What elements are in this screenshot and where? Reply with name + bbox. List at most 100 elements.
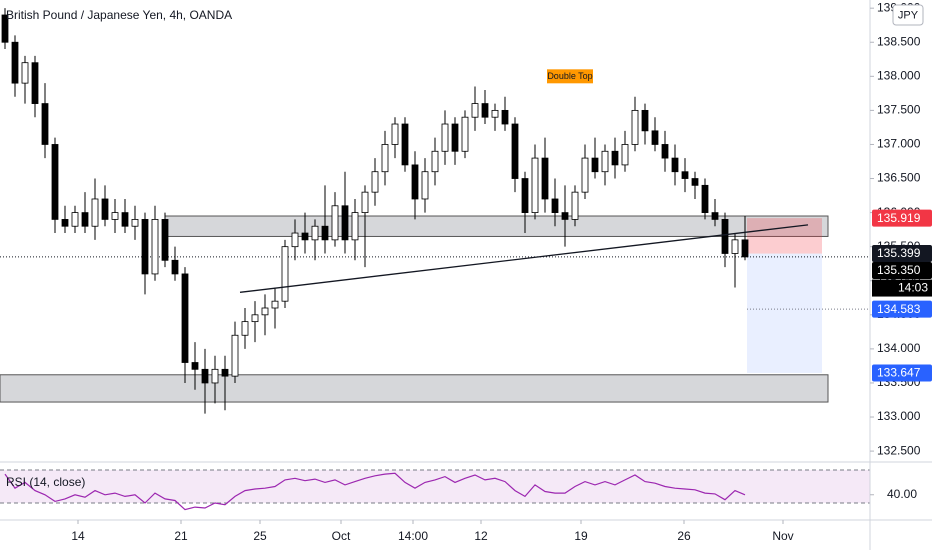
candle-body (81, 212, 89, 227)
candle-body (631, 109, 639, 145)
candle-body (291, 232, 299, 248)
candle-body (91, 198, 99, 227)
candle-body (681, 171, 689, 179)
candle-body (401, 123, 409, 166)
candle-body (1, 14, 9, 43)
zone (164, 215, 829, 237)
candle-body (321, 225, 329, 241)
candle-body (721, 219, 729, 254)
price-label: 134.583 (877, 302, 921, 316)
x-tick-label: 26 (677, 529, 691, 543)
candle-body (501, 109, 509, 125)
candle-body (391, 123, 399, 145)
candle-body (531, 157, 539, 214)
price-label: 135.919 (877, 211, 921, 225)
candle-body (171, 259, 179, 275)
candle-body (211, 368, 219, 384)
candle-body (521, 178, 529, 214)
candle-body (51, 144, 59, 220)
price-label-box (872, 245, 932, 263)
candle-body (161, 219, 169, 261)
x-tick-label: 25 (253, 529, 267, 543)
countdown: 14:03 (898, 281, 928, 295)
candle-body (301, 232, 309, 241)
candle-body (561, 212, 569, 220)
candle-body (611, 150, 619, 166)
x-tick-label: 14 (71, 529, 85, 543)
candle-body (351, 212, 359, 241)
price-label: 135.350 (877, 263, 921, 277)
y-tick-label: 134.000 (877, 341, 921, 355)
candle-body (411, 164, 419, 200)
x-tick-label: Oct (332, 529, 351, 543)
candle-body (221, 368, 229, 377)
x-tick-label: 21 (174, 529, 188, 543)
candle-body (41, 103, 49, 145)
rsi-tick-label: 40.00 (887, 487, 917, 501)
currency[interactable]: JPY (898, 9, 919, 21)
candle-body (111, 212, 119, 220)
candle-body (311, 225, 319, 241)
rsi-label: RSI (14, close) (6, 475, 85, 489)
candle-body (141, 219, 149, 275)
candle-body (61, 219, 69, 227)
candle-body (121, 212, 129, 227)
candle-body (551, 198, 559, 214)
candle-body (21, 62, 29, 84)
price-label-box (872, 262, 932, 280)
y-tick-label: 132.500 (877, 443, 921, 457)
candle-body (471, 103, 479, 118)
x-tick-label: 12 (474, 529, 488, 543)
price-label-box (872, 364, 932, 382)
candle-body (101, 198, 109, 220)
rsi-band (0, 470, 870, 504)
candle-body (251, 314, 259, 323)
candle-body (741, 239, 749, 258)
candle-body (731, 239, 739, 254)
zone (0, 374, 829, 403)
y-tick-label: 136.500 (877, 171, 921, 185)
candle-body (181, 273, 189, 363)
candle-body (541, 157, 549, 200)
annotation-box (547, 69, 593, 84)
candle-body (641, 109, 649, 132)
countdown-box (872, 279, 932, 297)
candle-body (231, 334, 239, 377)
candle-body (361, 191, 369, 214)
candle-body (461, 116, 469, 152)
candle-body (661, 144, 669, 159)
candle-body (271, 300, 279, 309)
candle-body (431, 150, 439, 173)
candle-body (591, 157, 599, 173)
candle-body (601, 150, 609, 173)
candle-body (491, 109, 499, 118)
price-label: 133.647 (877, 366, 921, 380)
candle-body (701, 184, 709, 214)
candle-body (341, 205, 349, 241)
x-tick-label: 14:00 (398, 529, 428, 543)
x-tick-label: Nov (772, 529, 793, 543)
y-tick-label: 137.000 (877, 137, 921, 151)
candle-body (441, 123, 449, 152)
y-tick-label: 133.000 (877, 409, 921, 423)
candle-body (201, 368, 209, 384)
candle-body (191, 362, 199, 370)
candle-body (71, 212, 79, 227)
candle-body (261, 307, 269, 316)
candle-body (451, 123, 459, 152)
candle-body (11, 41, 19, 84)
candle-body (241, 321, 249, 336)
y-tick-label: 138.500 (877, 34, 921, 48)
candle-body (621, 144, 629, 166)
price-label-box (872, 209, 932, 227)
candle-body (671, 157, 679, 173)
candle-body (421, 171, 429, 200)
candle-body (691, 178, 699, 186)
candle-body (571, 191, 579, 220)
candle-body (481, 103, 489, 118)
price-label-box (872, 300, 932, 318)
candle-body (331, 205, 339, 241)
currency-box[interactable] (892, 4, 924, 26)
candle-body (31, 62, 39, 104)
